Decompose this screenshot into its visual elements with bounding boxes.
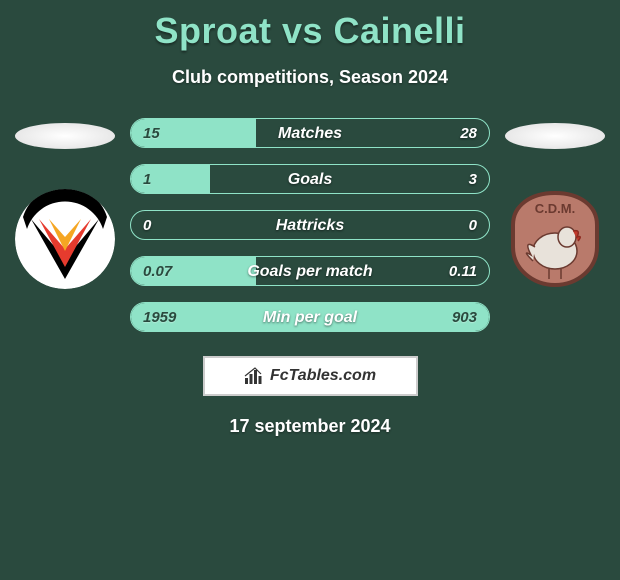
stat-row: 1959Min per goal903 [130,302,490,332]
bar-chart-icon [244,367,264,385]
stat-right-value: 28 [460,119,477,148]
club-badge-left: CAB [15,189,115,289]
snapshot-date: 17 september 2024 [0,416,620,437]
left-side: CAB [10,118,120,289]
stat-label: Min per goal [131,303,489,332]
stat-row: 15Matches28 [130,118,490,148]
stat-label: Goals per match [131,257,489,286]
stat-right-value: 3 [469,165,477,194]
stat-right-value: 903 [452,303,477,332]
player-photo-right-placeholder [505,123,605,149]
player-photo-left-placeholder [15,123,115,149]
brand-attribution: FcTables.com [203,356,418,396]
svg-text:C.D.M.: C.D.M. [535,201,575,216]
stat-right-value: 0.11 [449,257,477,286]
stat-label: Matches [131,119,489,148]
page-title: Sproat vs Cainelli [0,0,620,52]
stat-row: 1Goals3 [130,164,490,194]
club-badge-right: C.D.M. [505,189,605,289]
svg-text:CAB: CAB [53,202,77,214]
stat-label: Hattricks [131,211,489,240]
stat-row: 0.07Goals per match0.11 [130,256,490,286]
stat-bars: 15Matches28 1Goals3 0Hattricks0 0.07Goals p… [120,118,500,348]
comparison-panel: CAB 15Matches28 1Goals3 0Hattricks0 0.07Goa… [0,118,620,348]
stat-right-value: 0 [469,211,477,240]
right-side: C.D.M. [500,118,610,289]
stat-row: 0Hattricks0 [130,210,490,240]
brand-text: FcTables.com [270,367,376,385]
subtitle: Club competitions, Season 2024 [0,67,620,88]
stat-label: Goals [131,165,489,194]
